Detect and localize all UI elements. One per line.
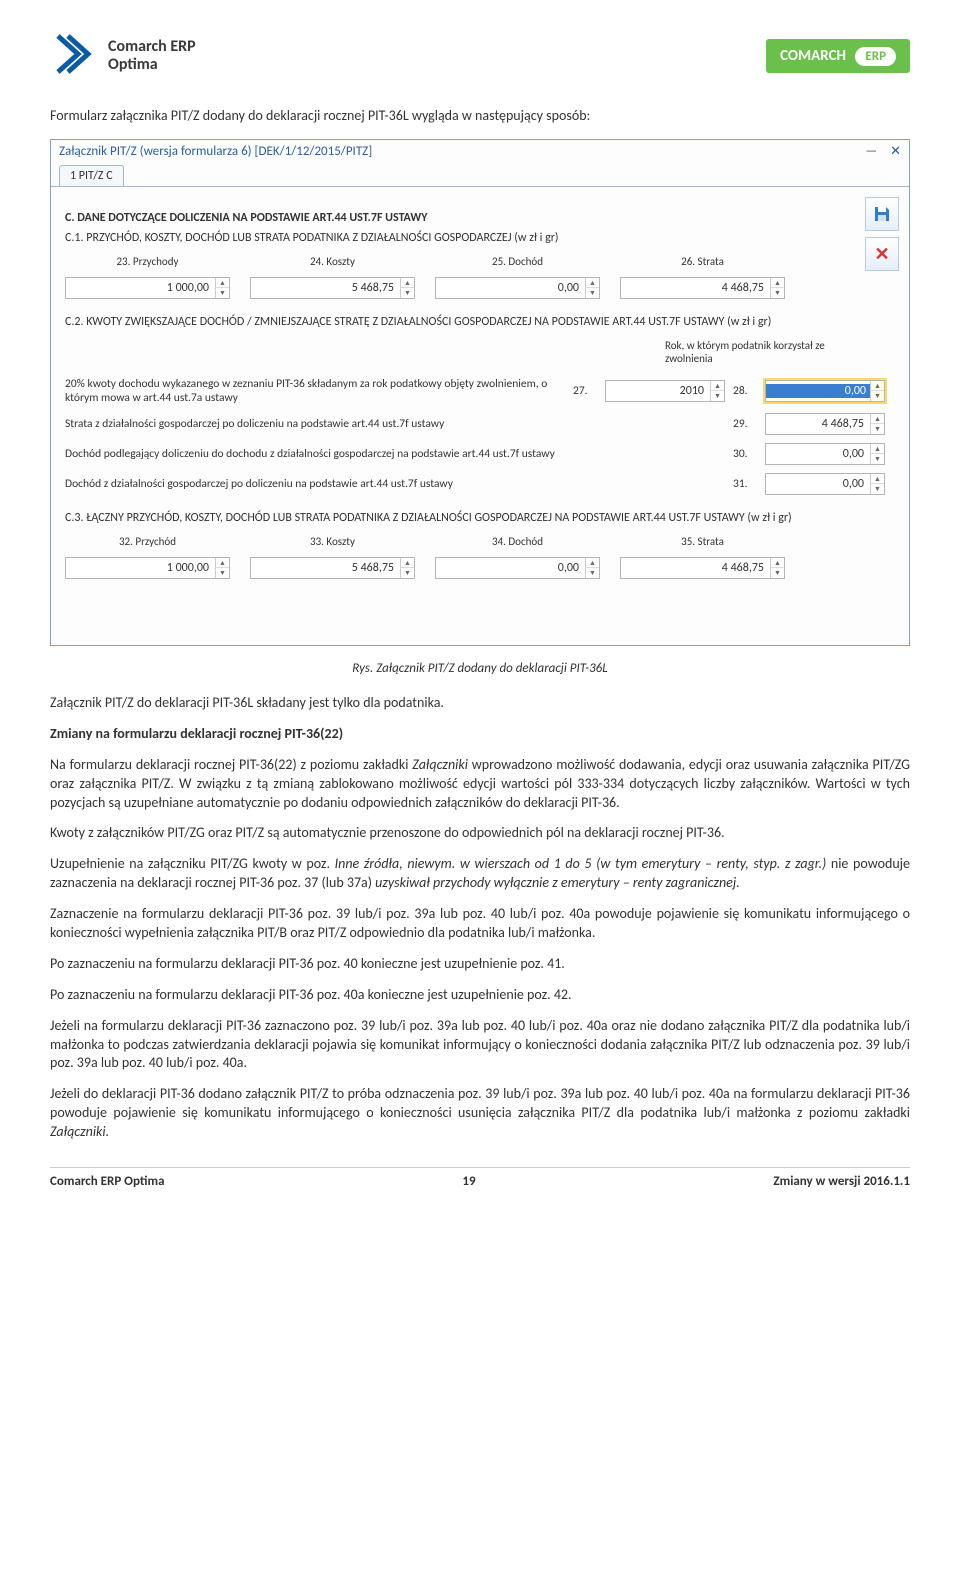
comarch-logo-icon — [50, 30, 98, 82]
field-25[interactable]: 0,00▲▼ — [435, 277, 600, 299]
label-26: 26. Strata — [620, 255, 785, 268]
label-33: 33. Koszty — [250, 535, 415, 548]
field-24[interactable]: 5 468,75▲▼ — [250, 277, 415, 299]
section-c3-title: C.3. ŁĄCZNY PRZYCHÓD, KOSZTY, DOCHÓD LUB… — [65, 511, 895, 525]
brand-badge: COMARCH ERP — [766, 39, 910, 73]
para-2: Na formularzu deklaracji rocznej PIT-36(… — [50, 756, 910, 813]
product-name-line2: Optima — [108, 56, 196, 74]
field-31[interactable]: 0,00▲▼ — [765, 473, 885, 495]
product-name-line1: Comarch ERP — [108, 38, 196, 56]
section-c2-title: C.2. KWOTY ZWIĘKSZAJĄCE DOCHÓD / ZMNIEJS… — [65, 315, 895, 329]
save-icon[interactable] — [865, 197, 899, 231]
label-25: 25. Dochód — [435, 255, 600, 268]
label-32: 32. Przychód — [65, 535, 230, 548]
para-1: Załącznik PIT/Z do deklaracji PIT-36L sk… — [50, 694, 910, 713]
window-title: Załącznik PIT/Z (wersja formularza 6) [D… — [59, 144, 372, 159]
field-29[interactable]: 4 468,75▲▼ — [765, 413, 885, 435]
c2-row2-desc: Strata z działalności gospodarczej po do… — [65, 417, 725, 431]
figure-caption: Rys. Załącznik PIT/Z dodany do deklaracj… — [50, 661, 910, 676]
c2-row4-desc: Dochód z działalności gospodarczej po do… — [65, 477, 725, 491]
label-24: 24. Koszty — [250, 255, 415, 268]
label-34: 34. Dochód — [435, 535, 600, 548]
field-33[interactable]: 5 468,75▲▼ — [250, 557, 415, 579]
para-6: Po zaznaczeniu na formularzu deklaracji … — [50, 955, 910, 974]
close-icon[interactable]: ✕ — [890, 144, 901, 159]
field-26[interactable]: 4 468,75▲▼ — [620, 277, 785, 299]
field-30[interactable]: 0,00▲▼ — [765, 443, 885, 465]
cancel-icon[interactable]: ✕ — [865, 237, 899, 271]
label-29: 29. — [733, 417, 757, 431]
section-c-title: C. DANE DOTYCZĄCE DOLICZENIA NA PODSTAWI… — [65, 211, 895, 225]
body-text: Załącznik PIT/Z do deklaracji PIT-36L sk… — [50, 694, 910, 1142]
footer-left: Comarch ERP Optima — [50, 1174, 165, 1189]
para-5: Zaznaczenie na formularzu deklaracji PIT… — [50, 905, 910, 943]
label-30: 30. — [733, 447, 757, 461]
field-35[interactable]: 4 468,75▲▼ — [620, 557, 785, 579]
heading-changes: Zmiany na formularzu deklaracji rocznej … — [50, 725, 910, 744]
field-27[interactable]: 2010▲▼ — [605, 380, 725, 402]
label-31: 31. — [733, 477, 757, 491]
c2-row3-desc: Dochód podlegający doliczeniu do dochodu… — [65, 447, 725, 461]
para-9: Jeżeli do deklaracji PIT-36 dodano załąc… — [50, 1085, 910, 1142]
section-c1-title: C.1. PRZYCHÓD, KOSZTY, DOCHÓD LUB STRATA… — [65, 231, 895, 245]
intro-text: Formularz załącznika PIT/Z dodany do dek… — [50, 107, 910, 124]
minimize-icon[interactable]: — — [865, 144, 877, 159]
label-28: 28. — [733, 384, 757, 398]
c2-row1-desc: 20% kwoty dochodu wykazanego w zeznaniu … — [65, 377, 565, 405]
para-8: Jeżeli na formularzu deklaracji PIT-36 z… — [50, 1017, 910, 1074]
page-footer: Comarch ERP Optima 19 Zmiany w wersji 20… — [50, 1167, 910, 1189]
footer-right: Zmiany w wersji 2016.1.1 — [773, 1174, 910, 1189]
field-32[interactable]: 1 000,00▲▼ — [65, 557, 230, 579]
c2-note: Rok, w którym podatnik korzystał ze zwol… — [665, 339, 845, 365]
brand-text: COMARCH — [780, 47, 846, 65]
app-window: Załącznik PIT/Z (wersja formularza 6) [D… — [50, 139, 910, 646]
para-7: Po zaznaczeniu na formularzu deklaracji … — [50, 986, 910, 1005]
page-header: Comarch ERP Optima COMARCH ERP — [50, 30, 910, 82]
footer-page-number: 19 — [462, 1174, 475, 1189]
field-28[interactable]: 0,00▲▼ — [765, 380, 885, 402]
window-titlebar: Załącznik PIT/Z (wersja formularza 6) [D… — [51, 140, 909, 163]
logo-left: Comarch ERP Optima — [50, 30, 196, 82]
label-35: 35. Strata — [620, 535, 785, 548]
label-27: 27. — [573, 384, 597, 398]
field-23[interactable]: 1 000,00▲▼ — [65, 277, 230, 299]
para-4: Uzupełnienie na załączniku PIT/ZG kwoty … — [50, 855, 910, 893]
para-3: Kwoty z załączników PIT/ZG oraz PIT/Z są… — [50, 824, 910, 843]
erp-pill: ERP — [855, 47, 896, 66]
label-23: 23. Przychody — [65, 255, 230, 268]
field-34[interactable]: 0,00▲▼ — [435, 557, 600, 579]
tab-pitz-c[interactable]: 1 PIT/Z C — [59, 165, 124, 186]
